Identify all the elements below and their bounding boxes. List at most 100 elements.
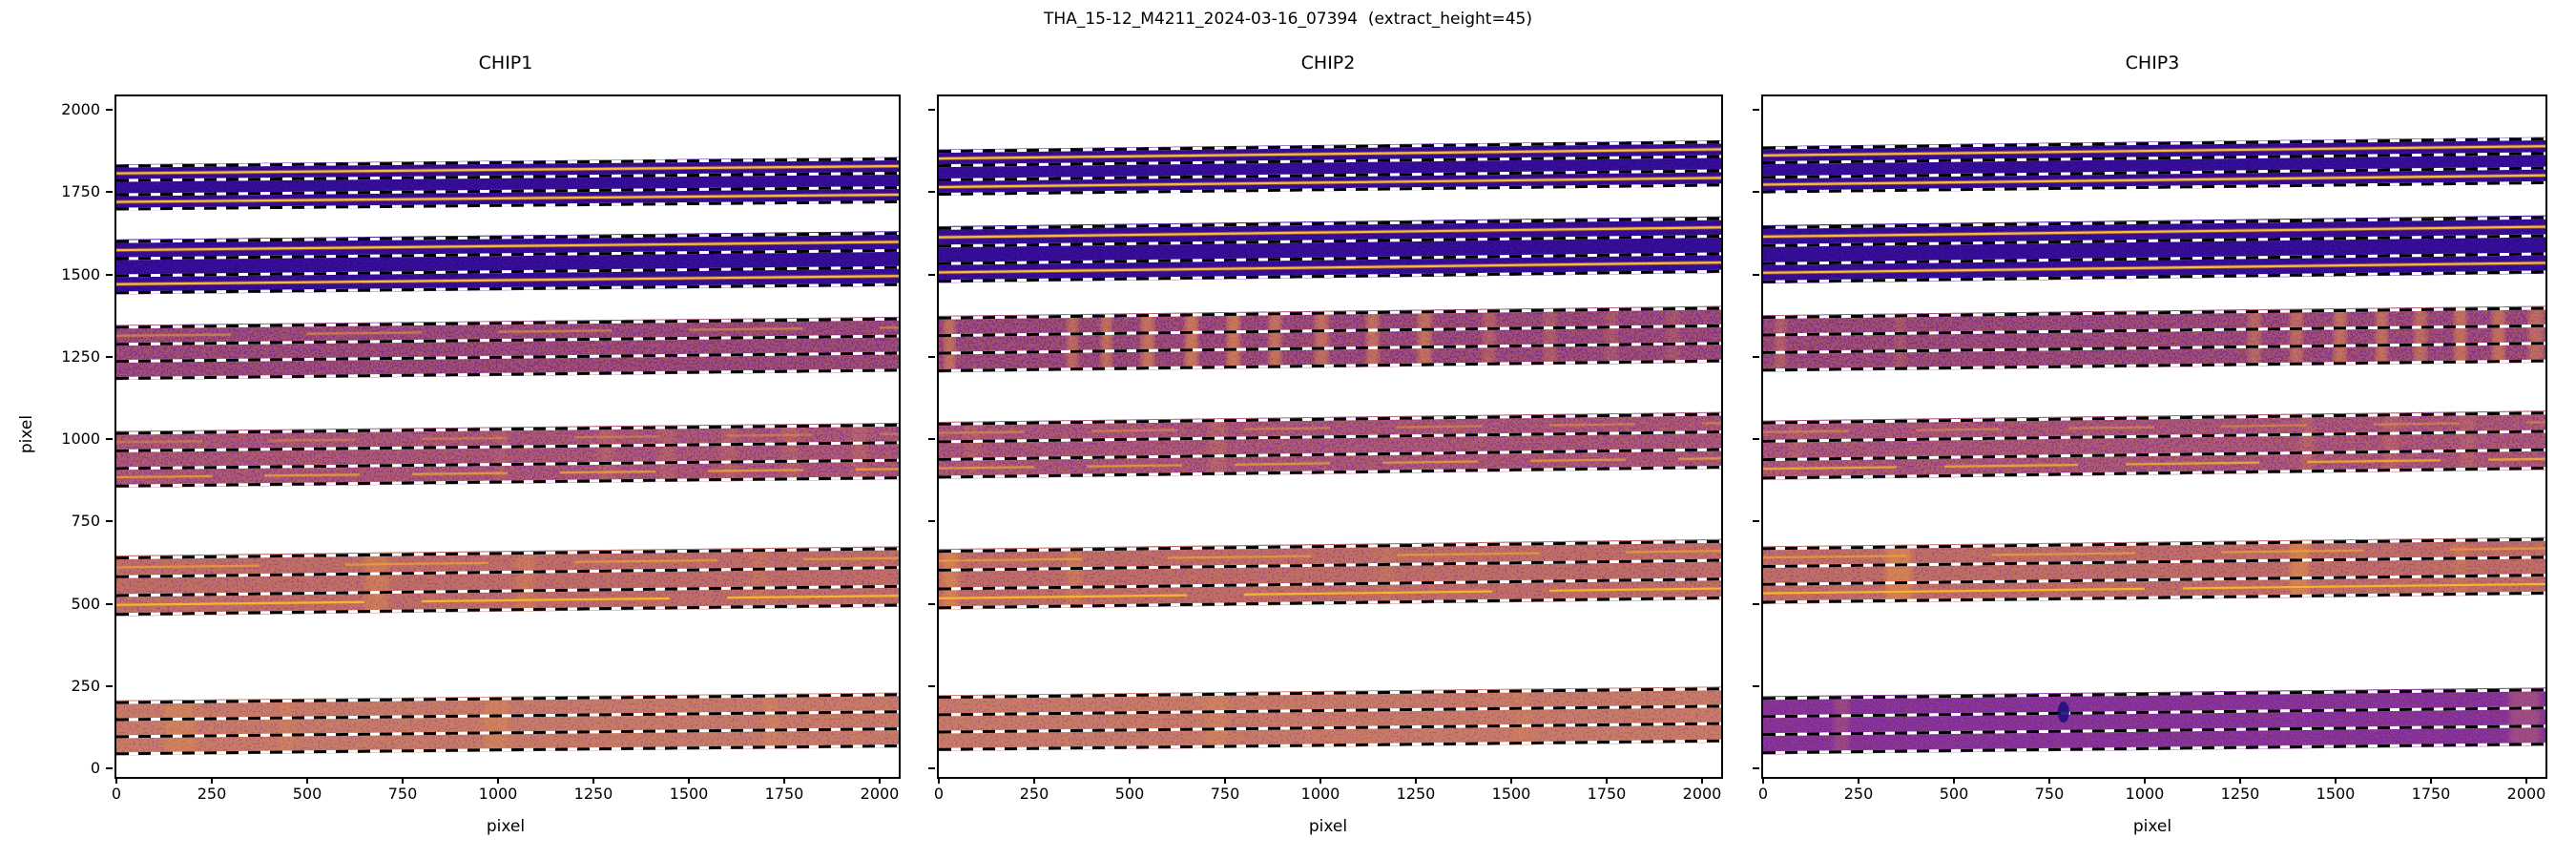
emission-feature	[2460, 410, 2475, 480]
emission-feature	[851, 423, 868, 488]
emission-feature	[2383, 410, 2399, 480]
order-trace-band	[116, 423, 899, 488]
extraction-boundary-underlay	[939, 539, 1721, 554]
spectral-trace-line	[939, 148, 1721, 160]
spectral-trace-line	[939, 457, 1721, 470]
extraction-boundary-underlay	[116, 603, 899, 617]
x-tick-label: 1750	[1587, 785, 1627, 803]
order-trace-band	[116, 231, 899, 295]
spectral-trace-line	[1763, 457, 2545, 471]
spectral-trace-line	[116, 468, 899, 479]
emission-feature	[1269, 305, 1281, 373]
x-tick-label: 1750	[2411, 785, 2451, 803]
extraction-boundary-underlay	[939, 704, 1721, 717]
emission-feature	[2334, 305, 2347, 372]
y-tick	[1753, 767, 1759, 769]
spectral-trace-glow	[116, 325, 899, 338]
emission-feature	[1544, 305, 1557, 373]
chip1-x-axis-label: pixel	[486, 817, 526, 836]
extraction-boundary-underlay	[1763, 411, 2545, 425]
x-tick	[2239, 777, 2241, 784]
y-tick-label: 1250	[61, 346, 100, 366]
extraction-boundary-underlay	[116, 265, 899, 278]
x-tick-label: 750	[387, 785, 418, 803]
x-tick	[115, 777, 117, 784]
extraction-boundary-underlay	[939, 324, 1721, 338]
extraction-boundary-underlay	[116, 232, 899, 243]
y-tick-label: 1000	[61, 430, 100, 448]
extraction-boundary-underlay	[1763, 591, 2545, 604]
spectral-trace-line	[939, 422, 1721, 434]
y-tick	[928, 602, 935, 605]
y-tick	[1753, 355, 1759, 358]
x-tick-label: 2000	[1682, 785, 1722, 803]
order-trace-band	[939, 538, 1721, 610]
emission-feature	[1380, 538, 1395, 610]
spectral-trace-line	[116, 275, 899, 285]
spectral-trace-glow	[939, 421, 1721, 435]
emission-feature	[2528, 305, 2544, 372]
emission-feature	[1834, 687, 1849, 755]
y-tick	[928, 767, 935, 769]
extraction-boundary-underlay	[1763, 466, 2545, 480]
extraction-boundary-underlay	[1763, 216, 2545, 229]
x-tick	[306, 777, 308, 784]
order-trace-band	[116, 316, 899, 381]
x-tick-label: 1250	[573, 785, 613, 803]
emission-feature	[1666, 305, 1680, 373]
extraction-boundary-underlay	[116, 727, 899, 739]
x-tick	[783, 777, 785, 784]
spectral-trace-line	[1763, 262, 2545, 274]
extraction-boundary-underlay	[1763, 180, 2545, 194]
x-tick-label: 250	[1843, 785, 1874, 803]
extraction-boundary-underlay	[1763, 555, 2545, 569]
extraction-boundary-underlay	[939, 577, 1721, 591]
extraction-boundary-underlay	[939, 140, 1721, 154]
x-tick	[2525, 777, 2527, 784]
x-tick-label: 1500	[2316, 785, 2356, 803]
emission-feature	[752, 546, 767, 617]
emission-feature	[943, 538, 958, 610]
emission-feature	[1208, 411, 1227, 479]
x-tick	[879, 777, 881, 784]
x-tick	[497, 777, 499, 784]
extraction-boundary-underlay	[116, 693, 899, 704]
y-tick-label: 1750	[61, 182, 100, 201]
band-noise-texture	[939, 216, 1721, 283]
band-noise-texture	[939, 305, 1721, 373]
x-tick-label: 1500	[669, 785, 709, 803]
emission-feature	[1315, 305, 1329, 373]
extraction-boundary-underlay	[116, 584, 899, 597]
emission-feature	[2414, 305, 2427, 372]
x-tick	[1129, 777, 1131, 784]
chip3-plot-area	[1761, 94, 2547, 779]
x-tick-label: 500	[292, 785, 322, 803]
extraction-boundary-underlay	[116, 458, 899, 471]
spectral-trace-line	[939, 587, 1721, 599]
x-tick-label: 250	[1019, 785, 1049, 803]
order-trace-band	[116, 546, 899, 617]
extraction-boundary-underlay	[116, 423, 899, 435]
emission-feature	[515, 546, 534, 617]
extraction-boundary-underlay	[939, 596, 1721, 610]
x-tick-label: 2000	[2506, 785, 2546, 803]
emission-feature	[1418, 305, 1432, 373]
band-noise-texture	[116, 316, 899, 381]
spectral-trace-glow	[1763, 420, 2545, 434]
x-tick	[1033, 777, 1035, 784]
extraction-boundary-underlay	[939, 155, 1721, 168]
extraction-boundary-underlay	[1763, 270, 2545, 283]
y-tick-label: 500	[71, 594, 100, 613]
x-tick	[938, 777, 940, 784]
spectral-trace-line	[939, 226, 1721, 239]
x-tick	[1858, 777, 1859, 784]
spectral-trace-line	[1763, 421, 2545, 433]
x-tick-label: 1250	[1396, 785, 1436, 803]
order-trace-band	[1763, 136, 2545, 194]
y-tick	[1753, 438, 1759, 440]
y-tick	[928, 684, 935, 687]
emission-feature	[494, 423, 506, 488]
extraction-boundary-underlay	[939, 466, 1721, 479]
y-tick	[1753, 191, 1759, 194]
band-noise-texture	[1763, 687, 2545, 755]
